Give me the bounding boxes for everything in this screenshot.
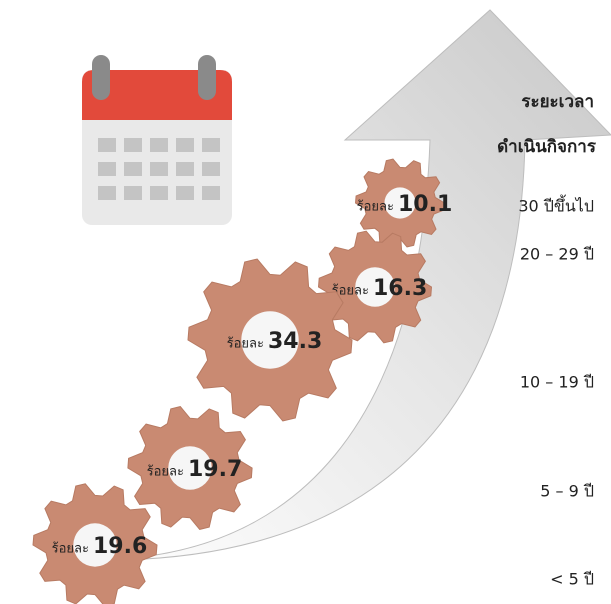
percent-value: 34.3	[268, 329, 322, 354]
period-label: < 5 ปี	[550, 570, 594, 589]
percent-prefix: ร้อยละ	[357, 200, 394, 215]
percent-value: 16.3	[373, 276, 427, 301]
percent-prefix: ร้อยละ	[227, 337, 264, 352]
period-label: 30 ปีขึ้นไป	[518, 195, 594, 216]
period-label: 5 – 9 ปี	[540, 482, 594, 501]
header-title: ระยะเวลา	[521, 92, 594, 112]
percent-value: 19.6	[93, 534, 147, 559]
period-label: 20 – 29 ปี	[520, 245, 594, 264]
percent-prefix: ร้อยละ	[52, 542, 89, 557]
percent-value: 10.1	[398, 192, 452, 217]
period-label: 10 – 19 ปี	[520, 373, 594, 392]
percent-prefix: ร้อยละ	[147, 465, 184, 480]
infographic: ระยะเวลา ดำเนินกิจการ ร้อยละ 10.1 30 ปีขึ้…	[0, 0, 611, 604]
calendar-icon	[82, 55, 232, 225]
percent-value: 19.7	[188, 457, 242, 482]
header-title: ดำเนินกิจการ	[497, 137, 597, 157]
